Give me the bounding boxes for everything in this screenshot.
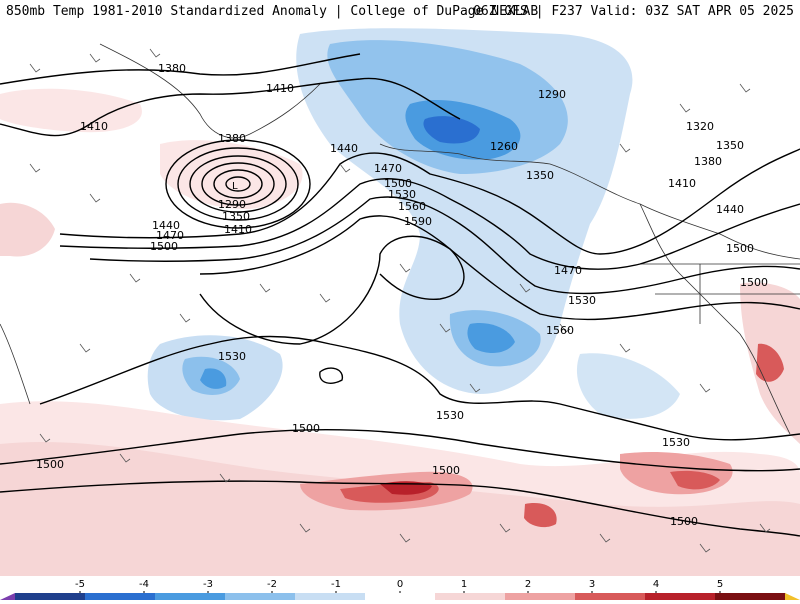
colorbar-swatch: [645, 593, 716, 600]
contour-label: 1440: [330, 142, 358, 155]
colorbar-swatch: [15, 593, 86, 600]
colorbar-swatch: [85, 593, 156, 600]
colorbar-swatch: [435, 593, 506, 600]
contour-label: 1380: [218, 132, 246, 145]
colorbar-swatch: [365, 593, 436, 600]
colorbar-swatches: [0, 593, 800, 600]
height-contours: [0, 53, 800, 537]
contour-label: 1470: [374, 162, 402, 175]
map-canvas: 1380 1410 1410 1380 1440 1470 1500 1530 …: [0, 24, 800, 576]
contour-label: 1530: [662, 436, 690, 449]
colorbar-tick-label: 1: [461, 579, 467, 590]
colorbar-ticks: -5 -4 -3 -2 -1 0 1 2 3 4 5: [75, 579, 723, 593]
cold-anomaly-shading: [147, 28, 680, 421]
contour-label: 1410: [80, 120, 108, 133]
contour-label: 1560: [546, 324, 574, 337]
contour-label: 1470: [156, 229, 184, 242]
colorbar-tick-label: -2: [267, 579, 277, 590]
colorbar-swatch: [155, 593, 226, 600]
contour-label: 1500: [726, 242, 754, 255]
anomaly-colorbar: -5 -4 -3 -2 -1 0 1 2 3 4 5: [0, 576, 800, 600]
colorbar-canvas: -5 -4 -3 -2 -1 0 1 2 3 4 5: [0, 579, 800, 600]
colorbar-tick-label: -1: [331, 579, 341, 590]
contour-label: 1260: [490, 140, 518, 153]
colorbar-tick-label: 5: [717, 579, 723, 590]
contour-label: 1380: [694, 155, 722, 168]
contour-label: 1410: [266, 82, 294, 95]
wind-barbs: [29, 48, 771, 553]
colorbar-tick-label: 3: [589, 579, 595, 590]
colorbar-swatch: [575, 593, 646, 600]
contour-label: 1530: [436, 409, 464, 422]
map-title: 850mb Temp 1981-2010 Standardized Anomal…: [6, 4, 539, 19]
contour-label: 1500: [150, 240, 178, 253]
model-run-info: 06Z GFS | F237 Valid: 03Z SAT APR 05 202…: [473, 4, 794, 19]
colorbar-low-cap: [0, 593, 15, 600]
anomaly-map: 1380 1410 1410 1380 1440 1470 1500 1530 …: [0, 24, 800, 576]
colorbar-swatch: [715, 593, 786, 600]
contour-label: 1290: [538, 88, 566, 101]
contour-label: 1410: [668, 177, 696, 190]
colorbar-tick-label: -3: [203, 579, 213, 590]
contour-label: 1440: [152, 219, 180, 232]
contour-label: 1500: [432, 464, 460, 477]
contour-label: 1530: [388, 188, 416, 201]
contour-label: 1440: [716, 203, 744, 216]
contour-label: 1410: [224, 223, 252, 236]
contour-label: 1320: [686, 120, 714, 133]
contour-label: 1560: [398, 200, 426, 213]
warm-anomaly-shading: [0, 88, 800, 576]
colorbar-tick-label: 4: [653, 579, 659, 590]
contour-label: 1500: [384, 177, 412, 190]
map-header: 850mb Temp 1981-2010 Standardized Anomal…: [0, 0, 800, 24]
contour-label: 1590: [404, 215, 432, 228]
low-pressure-marker: L: [232, 181, 238, 192]
contour-labels: 1380 1410 1410 1380 1440 1470 1500 1530 …: [36, 62, 768, 528]
contour-label: 1290: [218, 198, 246, 211]
colorbar-swatch: [295, 593, 366, 600]
colorbar-tick-label: 0: [397, 579, 403, 590]
colorbar-swatch: [225, 593, 296, 600]
contour-label: 1350: [526, 169, 554, 182]
contour-label: 1470: [554, 264, 582, 277]
colorbar-tick-label: -5: [75, 579, 85, 590]
contour-label: 1500: [292, 422, 320, 435]
contour-label: 1350: [716, 139, 744, 152]
colorbar-tick-label: 2: [525, 579, 531, 590]
contour-label: 1350: [222, 210, 250, 223]
contour-label: 1500: [670, 515, 698, 528]
colorbar-tick-label: -4: [139, 579, 149, 590]
contour-label: 1530: [218, 350, 246, 363]
contour-label: 1530: [568, 294, 596, 307]
colorbar-high-cap: [785, 593, 800, 600]
colorbar-swatch: [505, 593, 576, 600]
contour-label: 1500: [740, 276, 768, 289]
contour-label: 1380: [158, 62, 186, 75]
contour-label: 1500: [36, 458, 64, 471]
